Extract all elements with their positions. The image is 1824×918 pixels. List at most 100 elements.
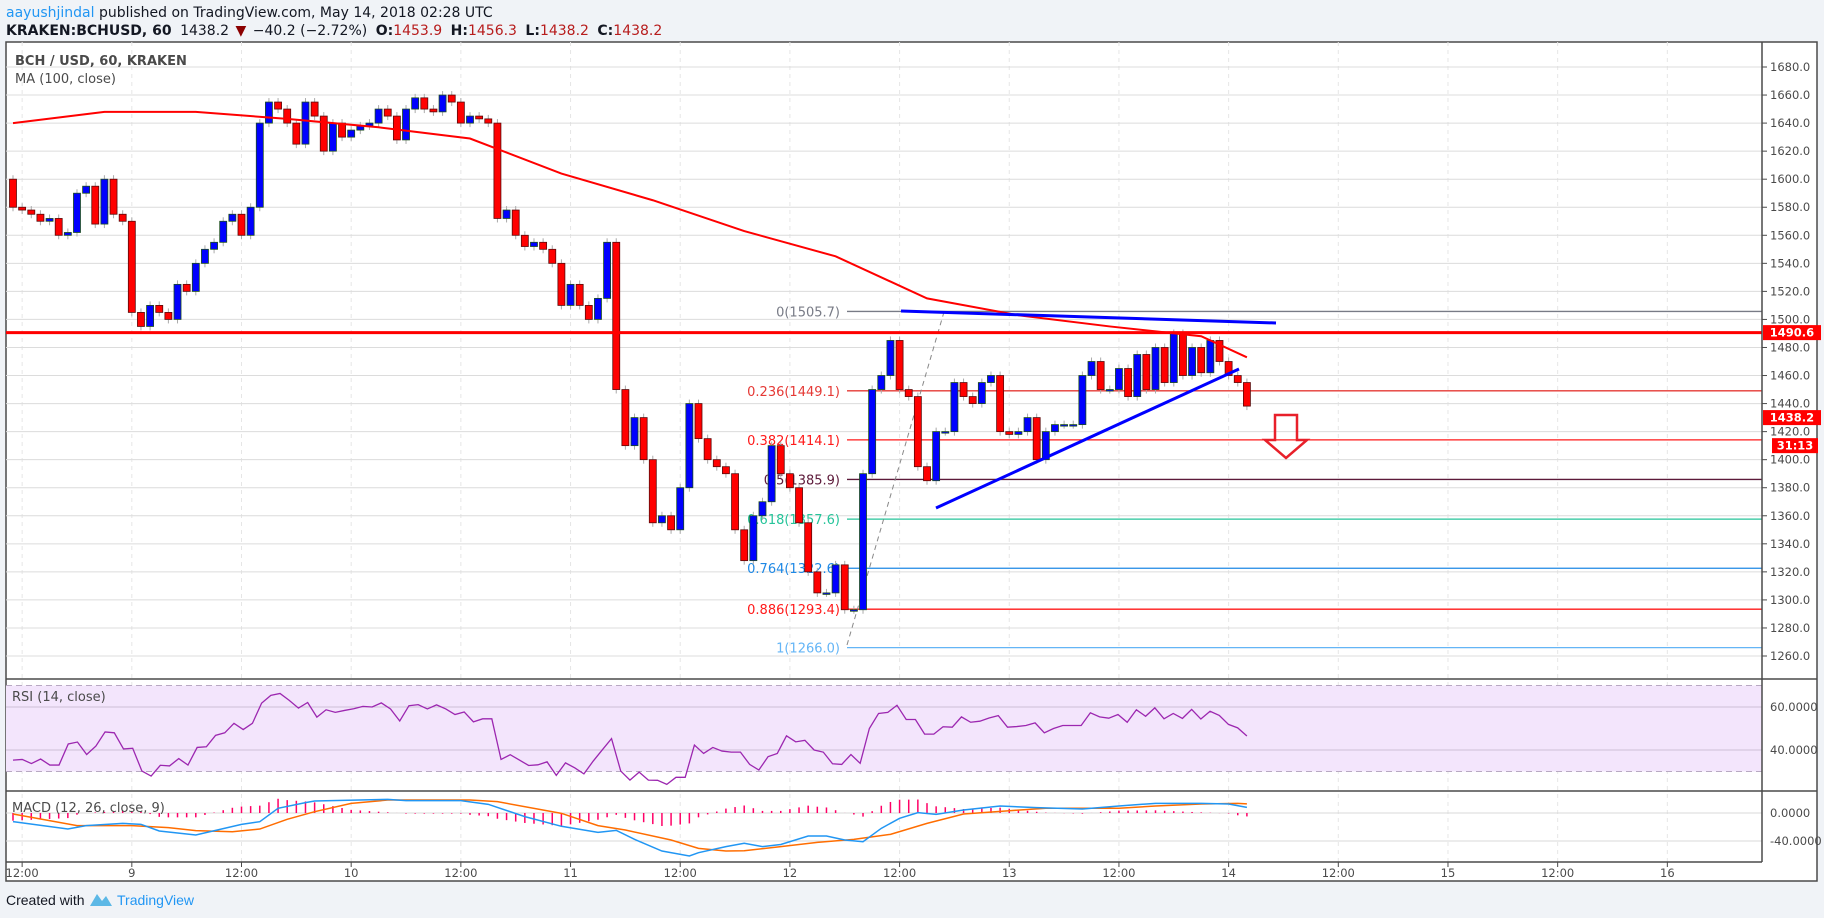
candle: [191, 262, 200, 292]
fib-level-label: 0.764(1322.6): [747, 562, 840, 577]
time-axis[interactable]: 12:00 9 12:00 10 12:00 11 12:00 12 12:00 13 12:00 1…: [6, 862, 1675, 880]
rsi-legend[interactable]: RSI (14, close): [12, 690, 106, 705]
candle: [786, 473, 794, 489]
candle: [932, 431, 941, 482]
candle: [1014, 431, 1023, 435]
candle: [1169, 333, 1178, 383]
time-label: 12:00: [444, 866, 477, 880]
candle: [968, 396, 977, 404]
time-label: 12:00: [225, 866, 258, 880]
author-link[interactable]: aayushjindal: [6, 5, 95, 21]
candle: [255, 122, 264, 208]
candle: [45, 218, 54, 222]
candle: [1151, 347, 1160, 390]
candle: [767, 445, 776, 503]
arrow-down-icon[interactable]: [1261, 413, 1311, 460]
candle: [1179, 333, 1187, 376]
candle: [594, 297, 602, 320]
candle: [813, 571, 822, 594]
candle: [630, 417, 639, 447]
candle: [292, 122, 301, 145]
candle: [63, 232, 72, 236]
candle: [511, 209, 520, 236]
candle: [1105, 389, 1114, 392]
price-label: 1420.0: [1770, 425, 1810, 439]
price-label: 1260.0: [1770, 649, 1810, 663]
candle: [1032, 417, 1041, 461]
rising-trendline[interactable]: [935, 367, 1240, 510]
candle: [310, 101, 319, 117]
candle: [18, 206, 27, 211]
close-value: 1438.2: [613, 23, 662, 39]
candle: [219, 220, 228, 243]
candle: [1078, 375, 1087, 426]
time-label: 12:00: [1322, 866, 1355, 880]
candle: [676, 487, 685, 531]
price-label: 1340.0: [1770, 537, 1810, 551]
candle: [1051, 424, 1059, 433]
candle: [493, 122, 502, 219]
price-axis[interactable]: 1260.0 1280.0 1300.0 1320.0 1340.0 1360.0 1380…: [1762, 60, 1822, 848]
fib-level-label: 1(1266.0): [776, 642, 840, 657]
candle: [923, 466, 931, 482]
price-label: 1320.0: [1770, 565, 1810, 579]
candle: [91, 185, 100, 225]
price-label: 1440.0: [1770, 397, 1810, 411]
low-value: 1438.2: [540, 23, 589, 39]
candle: [392, 115, 401, 141]
candle: [950, 382, 959, 433]
last-price-tag: 1438.2 31:13: [1763, 410, 1821, 454]
candle: [849, 609, 858, 612]
macd-line: [12, 798, 1248, 857]
candle: [1041, 431, 1050, 461]
price-label: 1360.0: [1770, 509, 1810, 523]
resistance-price-tag: 1490.6: [1763, 325, 1821, 341]
candle: [100, 178, 109, 225]
candle: [1243, 382, 1251, 407]
close-label: C:: [597, 23, 613, 39]
candle: [265, 101, 273, 124]
candle: [1115, 368, 1123, 390]
svg-text:1438.2: 1438.2: [1770, 411, 1814, 425]
candle: [913, 396, 922, 468]
price-label: 1300.0: [1770, 593, 1810, 607]
fib-level-label: 0.5(1385.9): [764, 473, 840, 488]
price-label: 1560.0: [1770, 228, 1810, 242]
time-label: 12:00: [6, 866, 39, 880]
open-value: 1453.9: [393, 23, 442, 39]
candle: [402, 108, 410, 141]
candle: [274, 101, 282, 110]
tradingview-link[interactable]: TradingView: [117, 892, 195, 908]
price-label: 1500.0: [1770, 312, 1810, 326]
candle: [429, 108, 438, 113]
candle: [502, 209, 511, 219]
candle: [804, 522, 813, 573]
candle: [795, 487, 803, 524]
time-label: 12:00: [1541, 866, 1574, 880]
time-label: 12:00: [883, 866, 916, 880]
candle: [749, 515, 758, 562]
candle: [667, 515, 675, 531]
candle: [164, 312, 173, 320]
triangle-down-icon: ▼: [236, 23, 247, 39]
candle: [977, 382, 986, 404]
candle: [146, 305, 155, 327]
tradingview-logo-icon: [90, 894, 112, 906]
upper-trendline[interactable]: [900, 309, 1277, 325]
rsi-line: [12, 692, 1248, 786]
candle: [530, 241, 538, 247]
candle: [1005, 431, 1014, 435]
price-label: 1520.0: [1770, 284, 1810, 298]
candle: [758, 501, 767, 517]
candle: [1124, 368, 1132, 397]
ma-legend[interactable]: MA (100, close): [15, 72, 116, 87]
fib-level-label: 0.236(1449.1): [747, 385, 840, 400]
candle: [1142, 354, 1151, 390]
candle: [703, 438, 712, 461]
time-label: 12: [783, 866, 798, 880]
fib-level-label: 0.382(1414.1): [747, 434, 840, 449]
macd-legend[interactable]: MACD (12, 26, close, 9): [12, 801, 165, 816]
publish-info: published on TradingView.com, May 14, 20…: [95, 5, 493, 21]
price-label: 1620.0: [1770, 144, 1810, 158]
